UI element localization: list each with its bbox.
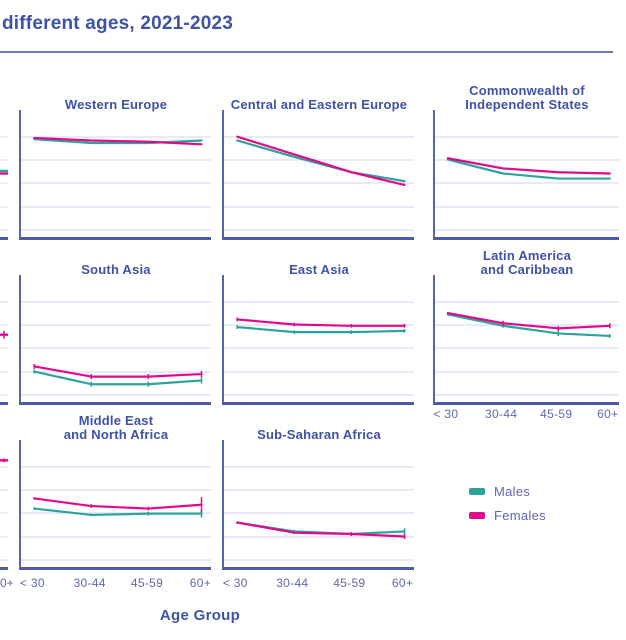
x-tick-label-cropped: 0+ bbox=[0, 576, 14, 590]
panel-title: Commonwealth of Independent States bbox=[465, 83, 589, 112]
x-axis-title: Age Group bbox=[159, 607, 241, 624]
x-tick-label: 45-59 bbox=[333, 576, 366, 590]
panel-sub-saharan-africa: Sub-Saharan Africa bbox=[222, 428, 414, 570]
panel-title: Western Europe bbox=[64, 97, 168, 112]
x-tick-label: 45-59 bbox=[130, 576, 164, 590]
males-color-swatch bbox=[469, 487, 485, 495]
legend-label-females: Females bbox=[494, 507, 546, 523]
x-tick-label: 30-44 bbox=[276, 576, 309, 590]
panel-east-asia: East Asia bbox=[222, 263, 414, 405]
legend-label-males: Males bbox=[494, 483, 531, 499]
females-line bbox=[236, 318, 406, 327]
panel-south-asia: South Asia bbox=[19, 263, 211, 405]
legend-item-males: Males bbox=[469, 479, 546, 503]
females-line bbox=[33, 365, 203, 378]
males-line bbox=[33, 370, 203, 386]
males-line bbox=[236, 139, 406, 183]
x-tick-label: 60+ bbox=[189, 576, 212, 590]
chart-title: different ages, 2021-2023 bbox=[2, 13, 234, 34]
males-line bbox=[446, 313, 611, 338]
panel-middle-east-north-africa: Middle East and North Africa bbox=[19, 414, 211, 570]
panel-title: Latin America and Caribbean bbox=[480, 248, 574, 277]
panel-title: Sub-Saharan Africa bbox=[257, 427, 381, 442]
x-axis-labels-middle-east: < 30 30-44 45-59 60+ bbox=[19, 576, 212, 591]
x-tick-label: < 30 bbox=[222, 576, 248, 590]
cropped-panel-row2 bbox=[0, 275, 8, 405]
panel-central-eastern-europe: Central and Eastern Europe bbox=[222, 98, 414, 240]
x-tick-label: 30-44 bbox=[73, 576, 106, 590]
females-line bbox=[446, 157, 611, 175]
x-tick-label: 60+ bbox=[391, 576, 414, 590]
x-axis-labels-latin-america: < 30 30-44 45-59 60+ bbox=[433, 407, 619, 422]
males-line bbox=[236, 325, 406, 334]
panel-title: Central and Eastern Europe bbox=[230, 97, 408, 112]
x-axis-labels-sub-saharan-africa: < 30 30-44 45-59 60+ bbox=[222, 576, 414, 591]
females-line bbox=[236, 135, 406, 187]
females-line bbox=[446, 311, 611, 330]
x-tick-label: 30-44 bbox=[484, 407, 518, 421]
cropped-panel-row3 bbox=[0, 440, 8, 570]
legend: Males Females bbox=[469, 479, 546, 527]
panel-title: East Asia bbox=[289, 262, 349, 277]
cropped-panel-row1 bbox=[0, 110, 8, 240]
legend-item-females: Females bbox=[469, 503, 546, 527]
males-line bbox=[446, 158, 611, 180]
title-divider bbox=[0, 51, 613, 53]
females-line bbox=[33, 136, 203, 146]
x-tick-label: 45-59 bbox=[540, 407, 573, 421]
females-line bbox=[236, 521, 406, 538]
males-line bbox=[33, 507, 203, 517]
males-line bbox=[33, 138, 203, 145]
females-color-swatch bbox=[469, 511, 485, 519]
x-tick-label: 60+ bbox=[597, 407, 619, 421]
panel-western-europe: Western Europe bbox=[19, 98, 211, 240]
x-tick-label: < 30 bbox=[433, 407, 459, 421]
panel-title: South Asia bbox=[81, 262, 151, 277]
females-line bbox=[33, 497, 203, 510]
panel-title: Middle East and North Africa bbox=[63, 413, 169, 442]
panel-commonwealth-independent-states: Commonwealth of Independent States bbox=[433, 84, 619, 240]
x-tick-label: < 30 bbox=[19, 576, 45, 590]
panel-latin-america-caribbean: Latin America and Caribbean bbox=[433, 249, 619, 405]
